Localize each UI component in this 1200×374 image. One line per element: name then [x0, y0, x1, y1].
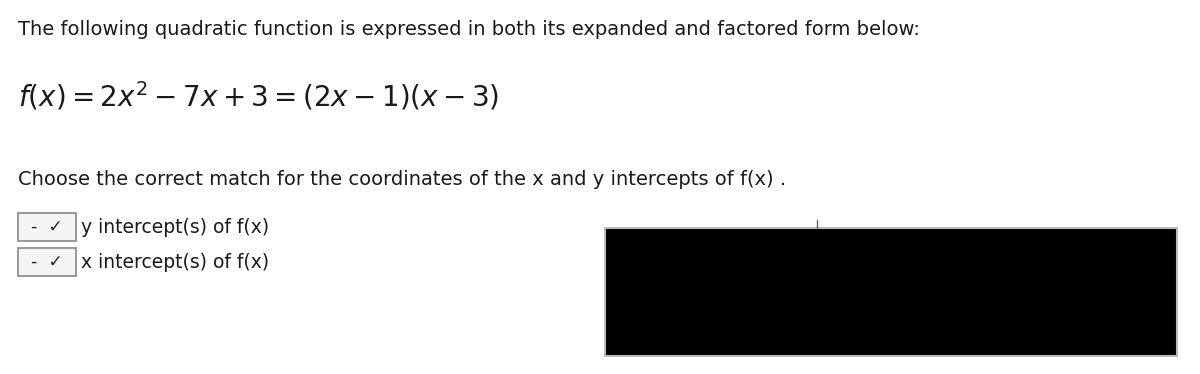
Text: -  ✓: - ✓: [31, 218, 62, 236]
Text: The following quadratic function is expressed in both its expanded and factored : The following quadratic function is expr…: [18, 20, 920, 39]
Text: -  ✓: - ✓: [31, 253, 62, 271]
Text: x intercept(s) of f(x): x intercept(s) of f(x): [82, 252, 269, 272]
FancyBboxPatch shape: [18, 213, 76, 241]
Text: y intercept(s) of f(x): y intercept(s) of f(x): [82, 218, 269, 236]
FancyBboxPatch shape: [605, 228, 1177, 356]
Text: $f(x) = 2x^2 - 7x + 3 = (2x - 1)(x - 3)$: $f(x) = 2x^2 - 7x + 3 = (2x - 1)(x - 3)$: [18, 80, 499, 113]
Text: Choose the correct match for the coordinates of the x and y intercepts of f(x) .: Choose the correct match for the coordin…: [18, 170, 786, 189]
FancyBboxPatch shape: [18, 248, 76, 276]
